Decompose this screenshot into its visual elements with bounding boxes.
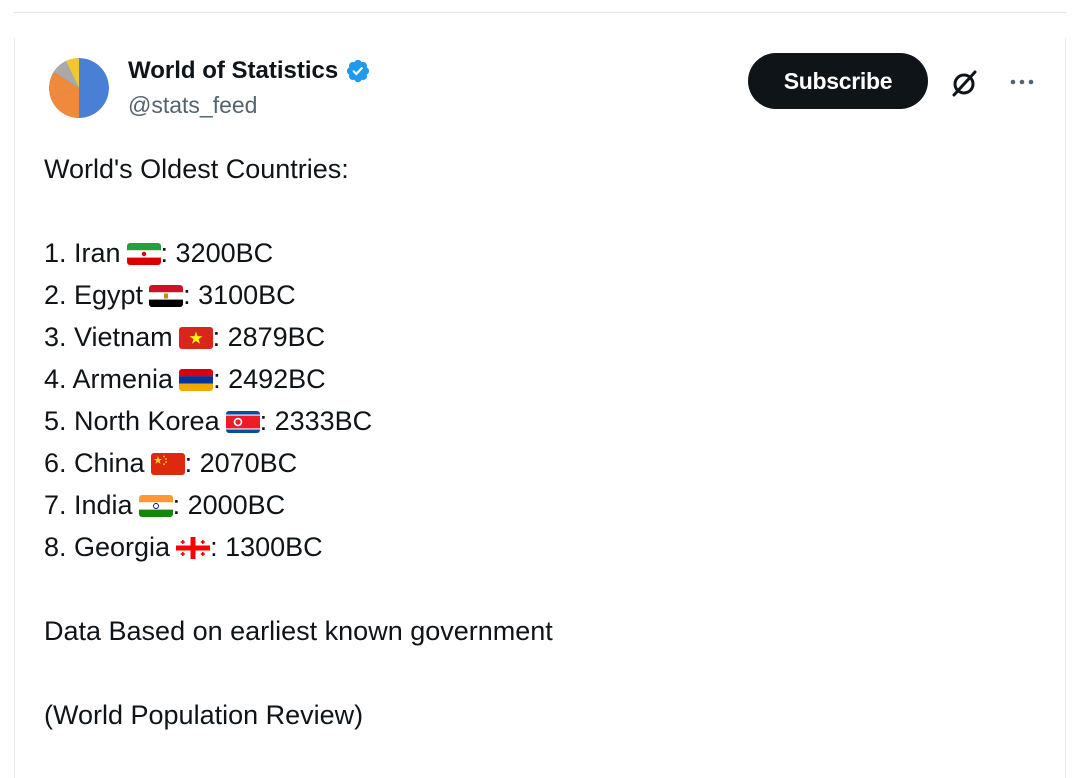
egypt-flag-icon xyxy=(149,285,184,307)
subscribe-button[interactable]: Subscribe xyxy=(748,53,928,109)
list-item: 4. Armenia: 2492BC xyxy=(44,364,326,394)
author-name-row: World of Statistics xyxy=(128,56,371,86)
georgia-flag-icon xyxy=(176,537,211,559)
list-item: 6. China: 2070BC xyxy=(44,448,298,478)
list-item: 2. Egypt: 3100BC xyxy=(44,280,296,310)
tweet-text: World's Oldest Countries: 1. Iran: 3200B… xyxy=(44,148,1044,736)
grok-icon[interactable] xyxy=(950,68,980,98)
armenia-flag-icon xyxy=(179,369,214,391)
list-item: 3. Vietnam: 2879BC xyxy=(44,322,326,352)
tweet-card[interactable]: World of Statistics @stats_feed Subscrib… xyxy=(14,38,1066,778)
iran-flag-icon xyxy=(126,243,161,265)
verified-badge-icon[interactable] xyxy=(345,58,371,84)
tweet-source: (World Population Review) xyxy=(44,700,364,730)
list-item: 1. Iran: 3200BC xyxy=(44,238,274,268)
north-korea-flag-icon xyxy=(225,411,260,433)
author-handle[interactable]: @stats_feed xyxy=(128,92,258,118)
author-display-name[interactable]: World of Statistics xyxy=(128,57,339,84)
list-item: 5. North Korea: 2333BC xyxy=(44,406,373,436)
list-item: 8. Georgia: 1300BC xyxy=(44,532,323,562)
list-item: 7. India: 2000BC xyxy=(44,490,286,520)
tweet-heading: World's Oldest Countries: xyxy=(44,154,349,184)
avatar[interactable] xyxy=(49,58,109,118)
top-divider xyxy=(14,12,1066,13)
more-options-icon[interactable] xyxy=(1007,72,1037,92)
tweet-note: Data Based on earliest known government xyxy=(44,616,553,646)
india-flag-icon xyxy=(138,495,173,517)
china-flag-icon xyxy=(150,453,185,475)
pie-chart-avatar-icon xyxy=(49,58,109,118)
vietnam-flag-icon xyxy=(178,327,213,349)
